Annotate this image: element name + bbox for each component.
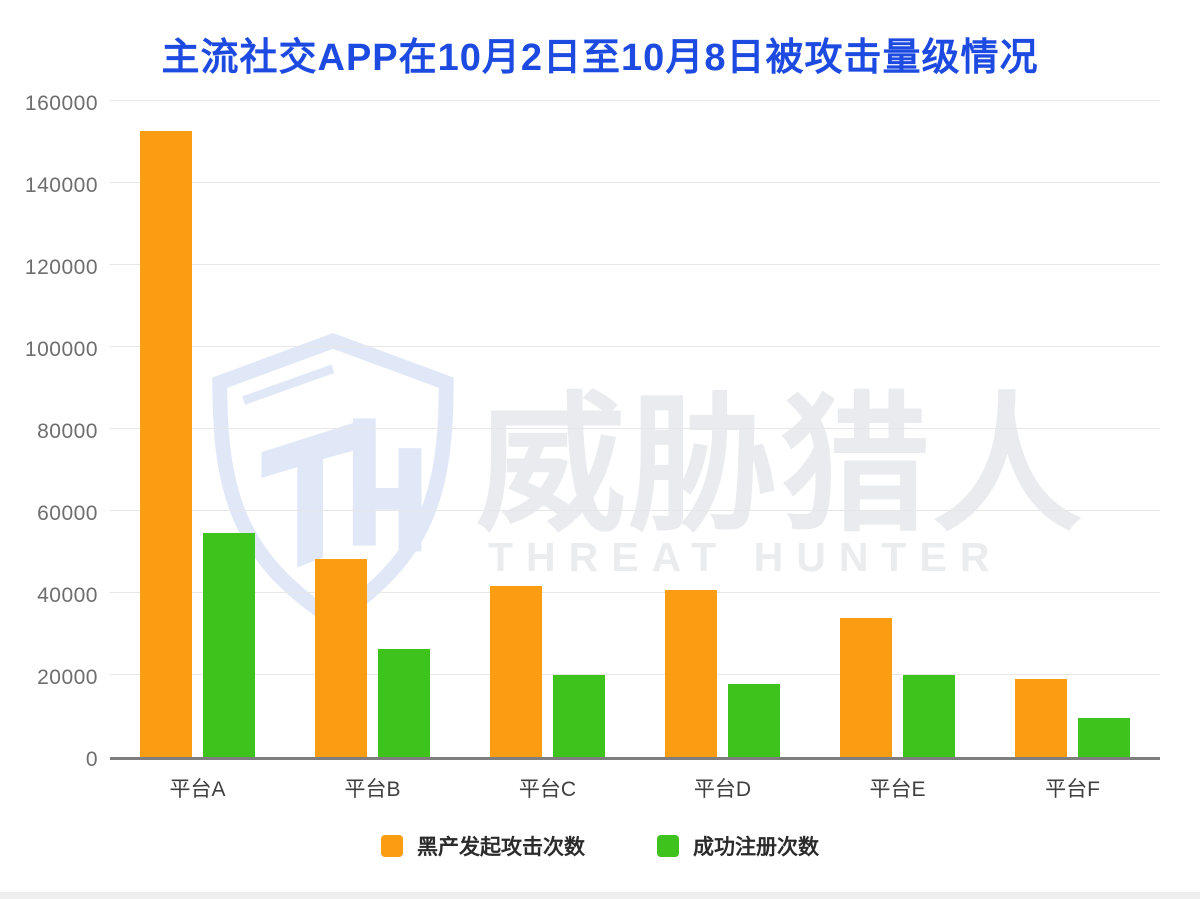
watermark-en-text: THREAT HUNTER bbox=[488, 534, 1003, 580]
plot-area bbox=[110, 100, 1160, 760]
y-axis: 0 20000 40000 60000 80000 100000 120000 140000 1… bbox=[0, 93, 98, 771]
bar bbox=[728, 683, 780, 757]
legend-item: 黑产发起攻击次数 bbox=[381, 831, 585, 861]
y-axis-tick-label: 120000 bbox=[24, 256, 98, 279]
bar bbox=[840, 618, 892, 757]
bar bbox=[553, 675, 605, 757]
y-axis-tick-label: 20000 bbox=[37, 666, 98, 689]
legend-item: 成功注册次数 bbox=[657, 831, 819, 861]
y-axis-tick-label: 140000 bbox=[24, 174, 98, 197]
bar bbox=[490, 585, 542, 757]
legend-label: 黑产发起攻击次数 bbox=[417, 836, 585, 859]
x-axis-category-label: 平台E bbox=[869, 778, 926, 801]
gridline bbox=[110, 510, 1160, 511]
y-axis-tick-label: 60000 bbox=[37, 502, 98, 525]
bar-group bbox=[635, 104, 810, 757]
bottom-edge-strip bbox=[0, 892, 1200, 899]
legend-swatch bbox=[381, 835, 403, 857]
bar-group bbox=[810, 104, 985, 757]
legend-label: 成功注册次数 bbox=[693, 836, 819, 859]
bar bbox=[1078, 718, 1130, 757]
y-axis-tick-label: 160000 bbox=[24, 92, 98, 115]
x-axis-category-label: 平台B bbox=[344, 778, 401, 801]
y-axis-tick-label: 40000 bbox=[37, 584, 98, 607]
bar bbox=[140, 130, 192, 757]
gridline bbox=[110, 428, 1160, 429]
bar-group bbox=[460, 104, 635, 757]
legend-swatch bbox=[657, 835, 679, 857]
bar-group bbox=[285, 104, 460, 757]
bar-group bbox=[110, 104, 285, 757]
watermark-cn-text: 威胁猎人 bbox=[476, 381, 1085, 549]
x-axis-category-label: 平台D bbox=[693, 778, 752, 801]
bar bbox=[378, 648, 430, 757]
bar bbox=[315, 559, 367, 757]
bar bbox=[1015, 679, 1067, 757]
gridline bbox=[110, 264, 1160, 265]
x-axis-category-label: 平台C bbox=[518, 778, 577, 801]
x-axis-category-label: 平台F bbox=[1045, 778, 1100, 801]
y-axis-tick-label: 0 bbox=[85, 748, 98, 771]
gridline bbox=[110, 346, 1160, 347]
bar bbox=[903, 675, 955, 757]
gridline bbox=[110, 182, 1160, 183]
gridline bbox=[110, 592, 1160, 593]
x-axis: 平台A 平台B 平台C 平台D 平台E 平台F bbox=[110, 773, 1160, 803]
chart-title: 主流社交APP在10月2日至10月8日被攻击量级情况 bbox=[161, 37, 1039, 79]
legend: 黑产发起攻击次数 成功注册次数 bbox=[0, 831, 1200, 861]
x-axis-category-label: 平台A bbox=[169, 778, 226, 801]
bar-group bbox=[985, 104, 1160, 757]
y-axis-tick-label: 100000 bbox=[24, 338, 98, 361]
bar bbox=[665, 589, 717, 757]
bar bbox=[203, 532, 255, 757]
y-axis-tick-label: 80000 bbox=[37, 420, 98, 443]
gridline bbox=[110, 100, 1160, 101]
gridline bbox=[110, 674, 1160, 675]
